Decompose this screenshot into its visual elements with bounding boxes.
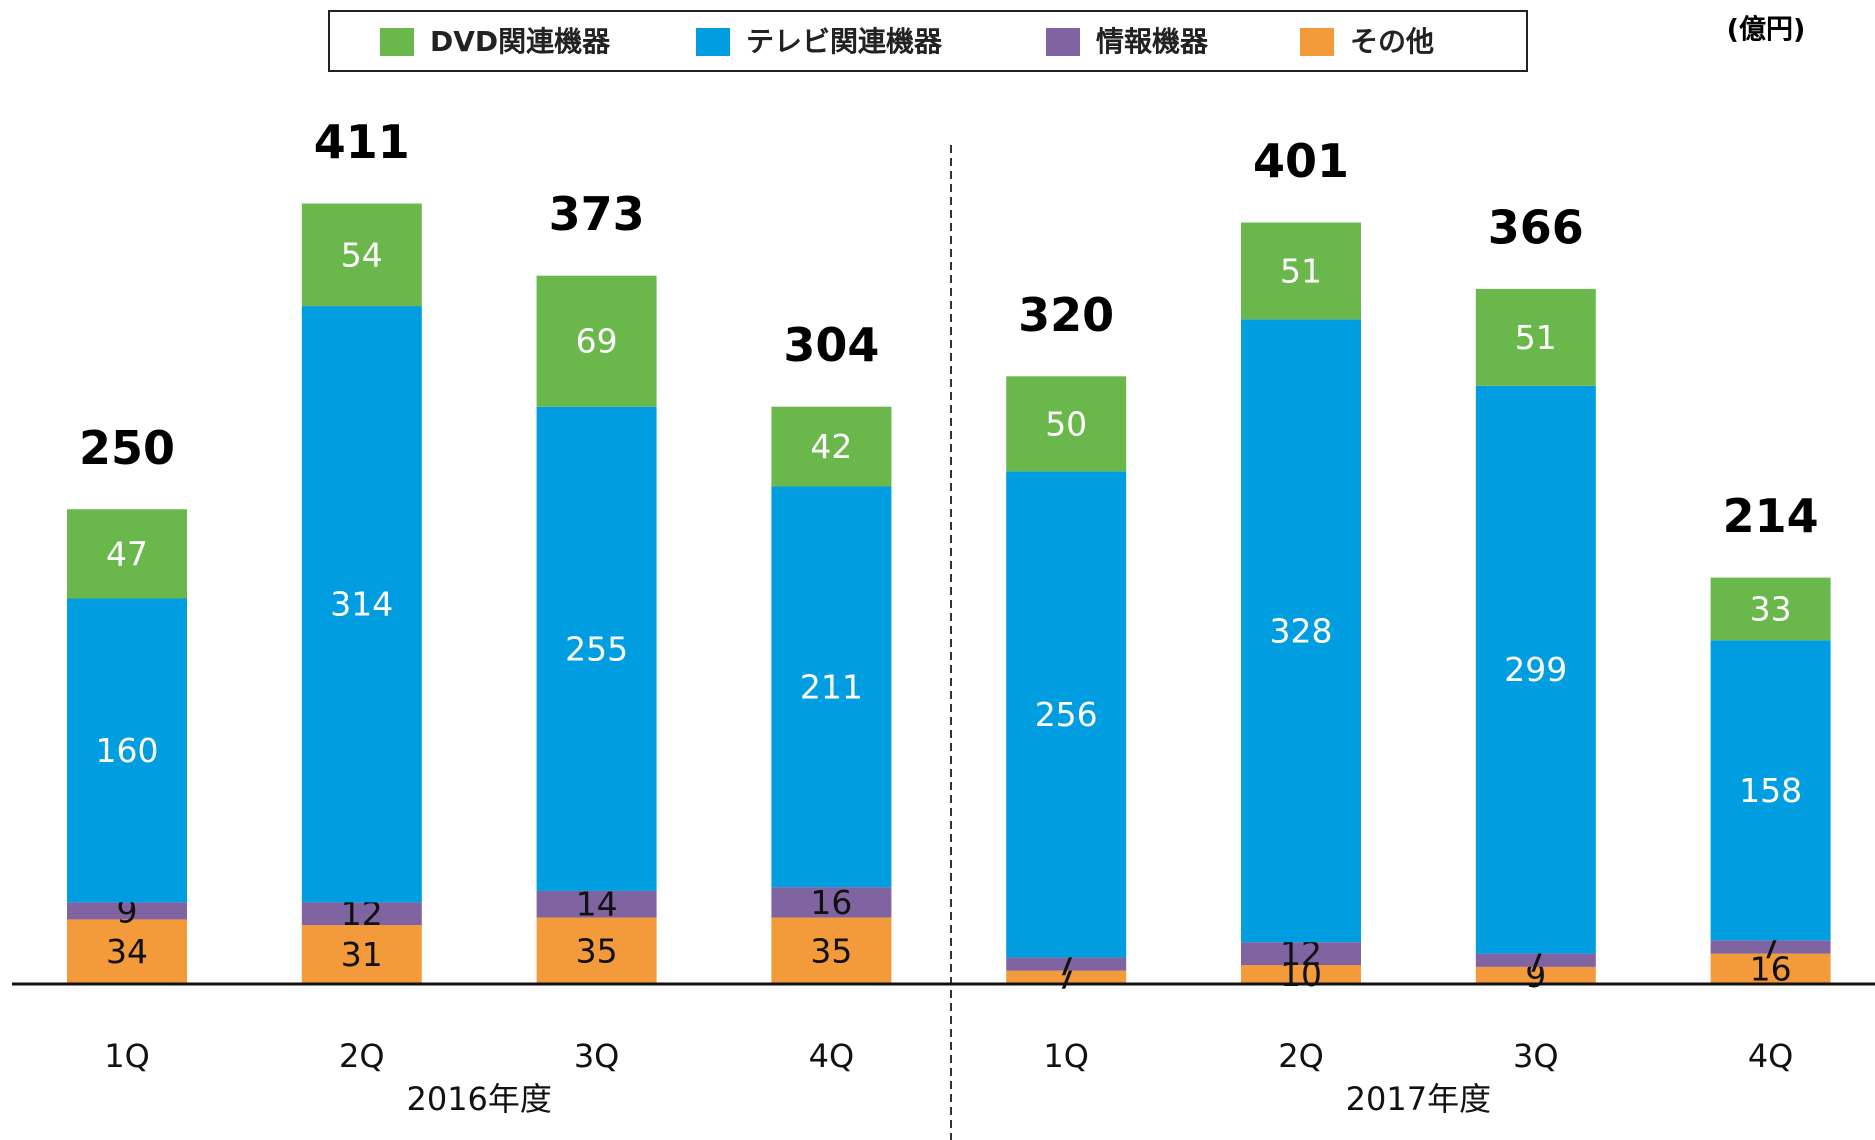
- segment-label: 31: [341, 935, 383, 974]
- segment-label: 328: [1270, 611, 1333, 650]
- segment-label: 33: [1750, 589, 1792, 628]
- legend-swatch: [1300, 28, 1334, 56]
- segment-label: 16: [1750, 949, 1792, 988]
- segment-label: 54: [341, 235, 383, 274]
- x-tick-label: 4Q: [1748, 1037, 1794, 1075]
- bar-segment: [67, 902, 187, 920]
- bar-segment: [1006, 957, 1127, 971]
- x-tick-label: 3Q: [574, 1037, 620, 1075]
- segment-label: 314: [330, 585, 393, 624]
- x-tick-label: 2Q: [339, 1037, 385, 1075]
- bar-segment: [536, 917, 657, 984]
- total-label: 214: [1723, 489, 1819, 543]
- bar-segment: [67, 598, 187, 903]
- bar-segment: [301, 203, 422, 307]
- bar-segment: [1006, 471, 1127, 958]
- segment-label: 50: [1045, 404, 1087, 443]
- bar-segment: [1006, 376, 1127, 472]
- bar-segment: [1241, 222, 1361, 320]
- x-tick-label: 1Q: [1043, 1037, 1089, 1075]
- total-label: 373: [549, 187, 645, 241]
- bar-segment: [536, 275, 657, 407]
- segment-label: 51: [1515, 318, 1557, 357]
- segment-label: 299: [1504, 650, 1567, 689]
- segment-label: 160: [96, 731, 159, 770]
- segment-label: 211: [800, 667, 863, 706]
- x-tick-label: 1Q: [104, 1037, 150, 1075]
- segment-label: 34: [106, 932, 148, 971]
- bar-segment: [1475, 288, 1596, 386]
- legend-swatch: [696, 28, 730, 56]
- segment-label: 35: [810, 931, 852, 970]
- bar-segment: [1241, 942, 1361, 966]
- bar-segment: [771, 406, 892, 487]
- bar-segment: [1710, 640, 1831, 941]
- bar-segment: [1475, 953, 1596, 967]
- unit-label: (億円): [1727, 15, 1806, 46]
- segment-label: 256: [1035, 695, 1098, 734]
- bar-segment: [301, 902, 422, 926]
- bar-segment: [1241, 319, 1361, 943]
- bar-segment: [301, 306, 422, 903]
- bar-segment: [1710, 940, 1831, 954]
- x-tick-label: 3Q: [1513, 1037, 1559, 1075]
- segment-label: 42: [810, 427, 852, 466]
- total-label: 304: [783, 318, 879, 372]
- total-label: 366: [1488, 200, 1584, 254]
- bar-segment: [1475, 966, 1596, 984]
- x-tick-label: 4Q: [809, 1037, 855, 1075]
- total-label: 250: [79, 421, 175, 475]
- bar-segment: [1006, 970, 1127, 984]
- bar-segment: [67, 509, 187, 599]
- segment-label: 35: [576, 931, 618, 970]
- legend-label: テレビ関連機器: [746, 25, 943, 58]
- bar-segment: [536, 406, 657, 891]
- bar-segment: [1710, 953, 1831, 984]
- segment-label: 51: [1280, 251, 1322, 290]
- bar-segment: [301, 925, 422, 984]
- total-label: 401: [1253, 134, 1349, 188]
- segment-label: 158: [1739, 771, 1802, 810]
- segment-label: 69: [576, 322, 618, 361]
- segment-label: 16: [810, 883, 852, 922]
- x-tick-label: 2Q: [1278, 1037, 1324, 1075]
- total-label: 411: [314, 115, 410, 169]
- bar-segment: [1241, 965, 1361, 984]
- legend-label: 情報機器: [1096, 25, 1209, 58]
- group-label: 2017年度: [1346, 1080, 1491, 1118]
- legend-swatch: [380, 28, 414, 56]
- bar-segment: [1475, 385, 1596, 954]
- legend-label: DVD関連機器: [430, 25, 611, 58]
- bar-segment: [536, 890, 657, 918]
- segment-label: 47: [106, 534, 148, 573]
- legend-swatch: [1046, 28, 1080, 56]
- bar-segment: [1710, 577, 1831, 641]
- total-label: 320: [1018, 288, 1114, 342]
- segment-label: 14: [576, 885, 618, 924]
- segment-label: 255: [565, 629, 628, 668]
- bar-segment: [67, 919, 187, 984]
- group-label: 2016年度: [406, 1080, 551, 1118]
- legend-label: その他: [1350, 25, 1434, 58]
- bar-segment: [771, 486, 892, 888]
- bar-segment: [771, 887, 892, 918]
- bar-segment: [771, 917, 892, 984]
